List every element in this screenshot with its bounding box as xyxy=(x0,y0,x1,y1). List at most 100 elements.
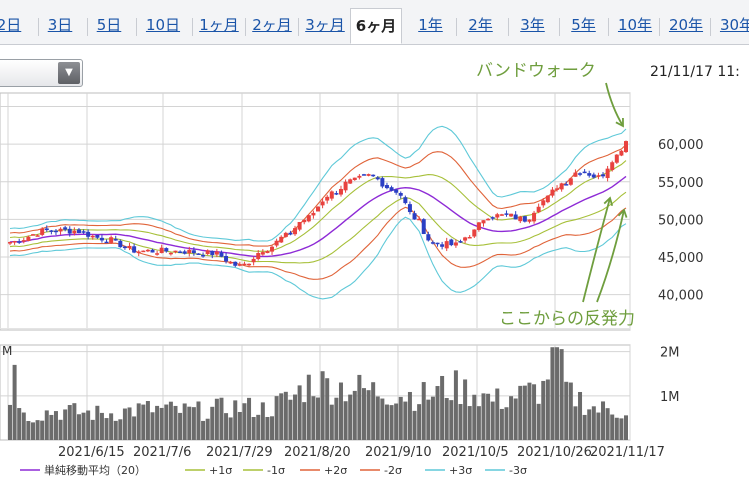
volume-bar xyxy=(247,397,252,440)
volume-bar xyxy=(265,416,270,440)
candle-body xyxy=(412,213,417,220)
tab-period-4[interactable]: 1ヶ月 xyxy=(199,16,239,34)
candle-body xyxy=(430,242,435,244)
candle xyxy=(279,235,284,243)
legend-item: +1σ xyxy=(185,464,232,477)
candle-body xyxy=(237,264,242,266)
candle-body xyxy=(297,222,302,230)
candle xyxy=(320,198,325,209)
candle-body xyxy=(201,254,206,257)
candle-body xyxy=(90,235,95,238)
candle xyxy=(132,243,137,254)
tab-period-6[interactable]: 3ヶ月 xyxy=(305,16,345,34)
candle-body xyxy=(499,214,504,216)
candle-body xyxy=(196,253,201,255)
timestamp: 21/11/17 11: xyxy=(650,64,740,80)
volume-bar xyxy=(371,382,376,440)
candle-body xyxy=(472,229,477,237)
tab-period-10[interactable]: 3年 xyxy=(520,16,545,34)
candle-body xyxy=(596,175,601,177)
volume-bar xyxy=(481,393,486,440)
candle-body xyxy=(389,187,394,191)
volume-bar xyxy=(173,405,178,440)
candle-body xyxy=(361,174,366,176)
candle-body xyxy=(550,189,555,196)
volume-bar xyxy=(601,401,606,440)
volume-bar xyxy=(591,406,596,440)
volume-bar xyxy=(476,406,481,440)
legend-label: +1σ xyxy=(209,464,232,477)
tab-period-11[interactable]: 5年 xyxy=(571,16,596,34)
tab-period-14[interactable]: 30年 xyxy=(719,16,749,34)
candle xyxy=(53,228,58,236)
candle xyxy=(449,238,454,247)
tab-period-9[interactable]: 2年 xyxy=(468,16,493,34)
candle-body xyxy=(348,179,353,184)
tab-separator xyxy=(710,18,711,36)
y-tick-label: 55,000 xyxy=(658,176,704,191)
candle xyxy=(210,250,215,259)
tab-period-7[interactable]: 6ヶ月 xyxy=(350,8,402,44)
legend-label: -1σ xyxy=(267,464,285,477)
volume-bar xyxy=(49,414,54,440)
volume-bar xyxy=(472,394,477,440)
volume-bar xyxy=(417,404,422,440)
tab-period-8[interactable]: 1年 xyxy=(418,16,443,34)
candle-body xyxy=(205,250,210,255)
candle xyxy=(380,176,385,189)
volume-bar xyxy=(513,398,518,440)
candle xyxy=(260,249,265,256)
candle-body xyxy=(453,242,458,246)
volume-bar xyxy=(8,404,12,440)
volume-bar xyxy=(109,413,114,440)
candle xyxy=(384,182,389,190)
candle xyxy=(44,225,49,232)
candle-body xyxy=(242,263,247,266)
volume-bar xyxy=(155,405,160,440)
candle-body xyxy=(265,251,270,254)
tab-period-0[interactable]: 2日 xyxy=(0,16,22,34)
volume-bar xyxy=(555,347,560,440)
candle xyxy=(605,165,610,182)
volume-bar xyxy=(256,414,261,440)
volume-bar xyxy=(141,404,146,440)
volume-bar xyxy=(81,412,86,440)
volume-bar xyxy=(182,403,187,440)
legend-item: -1σ xyxy=(243,464,285,477)
tab-separator xyxy=(245,18,246,36)
tab-period-12[interactable]: 10年 xyxy=(617,16,653,34)
candle xyxy=(582,169,587,174)
volume-bar xyxy=(394,403,399,440)
candle-body xyxy=(145,249,150,252)
volume-bar xyxy=(587,409,592,440)
arrow-band-walk xyxy=(605,82,624,128)
tab-period-13[interactable]: 20年 xyxy=(668,16,704,34)
candle xyxy=(251,256,256,266)
candle xyxy=(398,191,403,199)
volume-bar xyxy=(320,371,325,440)
tab-period-2[interactable]: 5日 xyxy=(96,16,122,34)
tab-period-3[interactable]: 10日 xyxy=(145,16,181,34)
candle-body xyxy=(178,251,183,254)
volume-bar xyxy=(605,408,610,440)
candle xyxy=(90,234,95,240)
tab-separator xyxy=(456,18,457,36)
volume-bar xyxy=(201,420,206,440)
volume-bar xyxy=(541,380,546,440)
chart-type-dropdown[interactable]: ▼ xyxy=(0,59,83,87)
candle xyxy=(403,195,408,205)
volume-bar xyxy=(35,420,40,440)
chevron-down-icon[interactable]: ▼ xyxy=(58,62,80,84)
candle xyxy=(242,261,247,266)
legend-item: 単純移動平均（20） xyxy=(20,463,146,477)
candle-body xyxy=(113,239,118,241)
candle xyxy=(224,252,229,264)
candle xyxy=(440,241,445,250)
tab-period-5[interactable]: 2ヶ月 xyxy=(252,16,292,34)
candle-body xyxy=(118,240,123,248)
tab-period-1[interactable]: 3日 xyxy=(47,16,73,34)
candle xyxy=(311,210,316,219)
arrow-head xyxy=(603,196,614,206)
volume-bar xyxy=(389,405,394,440)
candle-body xyxy=(53,230,58,233)
